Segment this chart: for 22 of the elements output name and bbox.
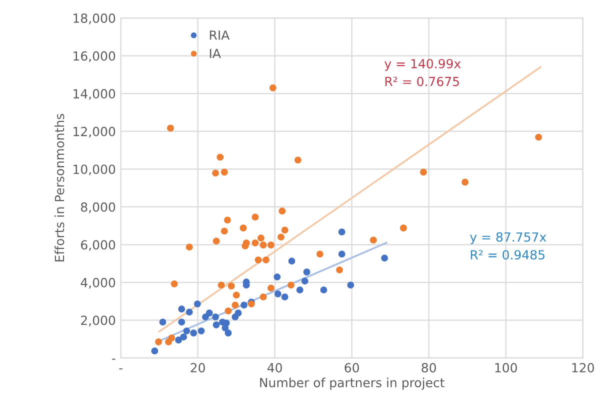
y-tick-label: 16,000 — [74, 51, 116, 62]
x-tick-label: 20 — [190, 363, 205, 372]
legend-label: RIA — [210, 30, 230, 40]
y-tick-label: 12,000 — [74, 126, 116, 138]
x-tick-label: 120 — [572, 363, 594, 372]
x-tick-label: 80 — [422, 363, 436, 372]
y-tick-label: 14,000 — [74, 89, 116, 100]
y-tick-label: 10,000 — [74, 164, 116, 176]
annotation: y = 140.99x R² = 0.7675 — [384, 58, 461, 86]
y-axis-title: Efforts in Personmonths — [54, 114, 64, 262]
y-tick-label: 18,000 — [74, 14, 116, 24]
x-tick-label: 100 — [495, 363, 517, 372]
y-tick-label: 4,000 — [80, 278, 116, 289]
y-tick-label: 6,000 — [81, 240, 116, 251]
x-tick-label: 60 — [344, 363, 359, 372]
legend-label: IA — [210, 48, 221, 58]
y-tick-label: 2,000 — [81, 316, 116, 326]
x-axis-title: Number of partners in project — [260, 378, 444, 390]
y-tick-label: 8,000 — [81, 202, 116, 214]
x-tick-label: 40 — [267, 363, 282, 372]
y-tick-label: - — [112, 358, 116, 360]
annotation: y = 87.757x R² = 0.9485 — [470, 232, 546, 260]
